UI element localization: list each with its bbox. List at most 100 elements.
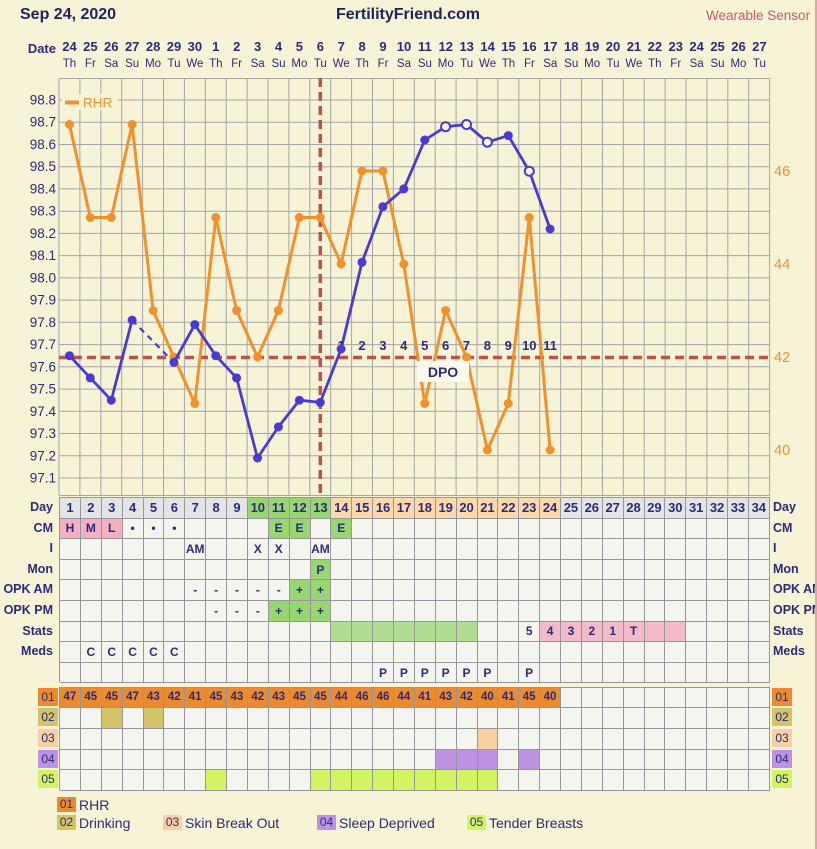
row04-cell-day-16[interactable] [373,749,394,771]
day-cell-day-28[interactable]: 28 [623,498,645,519]
row02-cell-day-7[interactable] [185,708,207,729]
meds-cell-day-7[interactable] [185,642,207,663]
opk-pm-cell-day-20[interactable] [456,600,478,622]
row02-cell-day-14[interactable] [331,708,353,729]
i-cell-day-12[interactable] [289,539,311,560]
row02-cell-day-6[interactable] [164,708,186,729]
day-cell-day-33[interactable]: 33 [728,498,749,519]
stats-cell-day-11[interactable] [268,621,290,643]
row03-cell-day-18[interactable] [414,728,436,750]
opk-pm-cell-day-17[interactable] [394,600,415,622]
temp-point-day-17[interactable] [399,184,409,194]
row04-cell-day-15[interactable] [352,749,374,771]
rhr-point-day-24[interactable] [545,445,555,455]
i-cell-day-3[interactable] [101,539,123,560]
row05-cell-day-3[interactable] [101,770,123,791]
row02-cell-day-12[interactable] [289,708,311,729]
cm-cell-day-1[interactable]: H [60,518,81,540]
i-cell-day-11[interactable]: X [268,539,290,560]
day-cell-day-3[interactable]: 3 [101,498,123,519]
i-cell-day-18[interactable] [414,539,436,560]
rhr-point-day-22[interactable] [503,399,513,408]
cm-cell-day-12[interactable]: E [289,518,311,540]
stats-cell-day-33[interactable] [728,621,749,643]
row01-cell-day-28[interactable] [623,687,645,709]
row01-cell-day-29[interactable] [644,687,666,709]
row05-cell-day-11[interactable] [268,770,290,791]
mon-cell-day-34[interactable] [748,559,770,581]
row02-cell-day-20[interactable] [456,708,478,729]
temp-point-day-12[interactable] [294,395,304,405]
opk-am-cell-day-33[interactable] [728,580,749,601]
i-cell-day-19[interactable] [435,539,457,560]
meds-cell-day-26[interactable] [581,642,603,663]
stats-cell-day-4[interactable] [122,621,144,643]
cm-cell-day-20[interactable] [456,518,478,540]
day-cell-day-10[interactable]: 10 [247,498,269,519]
mon-cell-day-15[interactable] [352,559,374,581]
row05-cell-day-9[interactable] [227,770,248,791]
opk-am-cell-day-15[interactable] [352,580,374,601]
rhr-point-day-21[interactable] [482,445,492,455]
i-cell-day-17[interactable] [394,539,415,560]
row01-cell-day-1[interactable]: 47 [60,687,81,709]
temp-point-day-7[interactable] [190,320,200,330]
row03-cell-day-31[interactable] [686,728,708,750]
row04-cell-day-19[interactable] [435,749,457,771]
cm-cell-day-34[interactable] [748,518,770,540]
meds-cell-day-30[interactable] [665,642,687,663]
row03-cell-day-9[interactable] [227,728,248,750]
rhr-point-day-15[interactable] [357,166,367,176]
row05-cell-day-20[interactable] [456,770,478,791]
row01-cell-day-18[interactable]: 41 [414,687,436,709]
opk-pm-cell-day-18[interactable] [414,600,436,622]
rhr-point-day-12[interactable] [294,213,304,222]
stats-cell-day-1[interactable] [60,621,81,643]
row03-cell-day-21[interactable] [477,728,499,750]
cm-cell-day-3[interactable]: L [101,518,123,540]
row01-cell-day-32[interactable] [707,687,728,709]
stats-cell-day-10[interactable] [247,621,269,643]
stats-cell-day-32[interactable] [707,621,728,643]
mon-cell-day-14[interactable] [331,559,353,581]
day-cell-day-7[interactable]: 7 [185,498,207,519]
day-cell-day-34[interactable]: 34 [748,498,770,519]
meds2-cell-day-9[interactable] [227,662,248,684]
opk-pm-cell-day-26[interactable] [581,600,603,622]
temp-point-day-11[interactable] [273,422,283,432]
meds2-cell-day-15[interactable] [352,662,374,684]
row04-cell-day-7[interactable] [185,749,207,771]
row01-cell-day-19[interactable]: 43 [435,687,457,709]
opk-am-cell-day-31[interactable] [686,580,708,601]
opk-am-cell-day-30[interactable] [665,580,687,601]
mon-cell-day-20[interactable] [456,559,478,581]
row05-cell-day-27[interactable] [602,770,624,791]
opk-pm-cell-day-23[interactable] [519,600,541,622]
stats-cell-day-14[interactable] [331,621,353,643]
rhr-point-day-11[interactable] [273,306,283,315]
row04-cell-day-33[interactable] [728,749,749,771]
row01-cell-day-17[interactable]: 44 [394,687,415,709]
row05-cell-day-4[interactable] [122,770,144,791]
mon-cell-day-9[interactable] [227,559,248,581]
row04-cell-day-30[interactable] [665,749,687,771]
row01-cell-day-22[interactable]: 41 [498,687,520,709]
row03-cell-day-15[interactable] [352,728,374,750]
meds2-cell-day-10[interactable] [247,662,269,684]
stats-cell-day-29[interactable] [644,621,666,643]
row03-cell-day-16[interactable] [373,728,394,750]
mon-cell-day-18[interactable] [414,559,436,581]
day-cell-day-23[interactable]: 23 [519,498,541,519]
row05-cell-day-2[interactable] [80,770,102,791]
i-cell-day-26[interactable] [581,539,603,560]
meds-cell-day-14[interactable] [331,642,353,663]
row02-cell-day-34[interactable] [748,708,770,729]
i-cell-day-10[interactable]: X [247,539,269,560]
day-cell-day-8[interactable]: 8 [206,498,227,519]
rhr-point-day-9[interactable] [232,306,242,315]
mon-cell-day-4[interactable] [122,559,144,581]
opk-pm-cell-day-34[interactable] [748,600,770,622]
meds2-cell-day-28[interactable] [623,662,645,684]
cm-cell-day-10[interactable] [247,518,269,540]
row03-cell-day-20[interactable] [456,728,478,750]
